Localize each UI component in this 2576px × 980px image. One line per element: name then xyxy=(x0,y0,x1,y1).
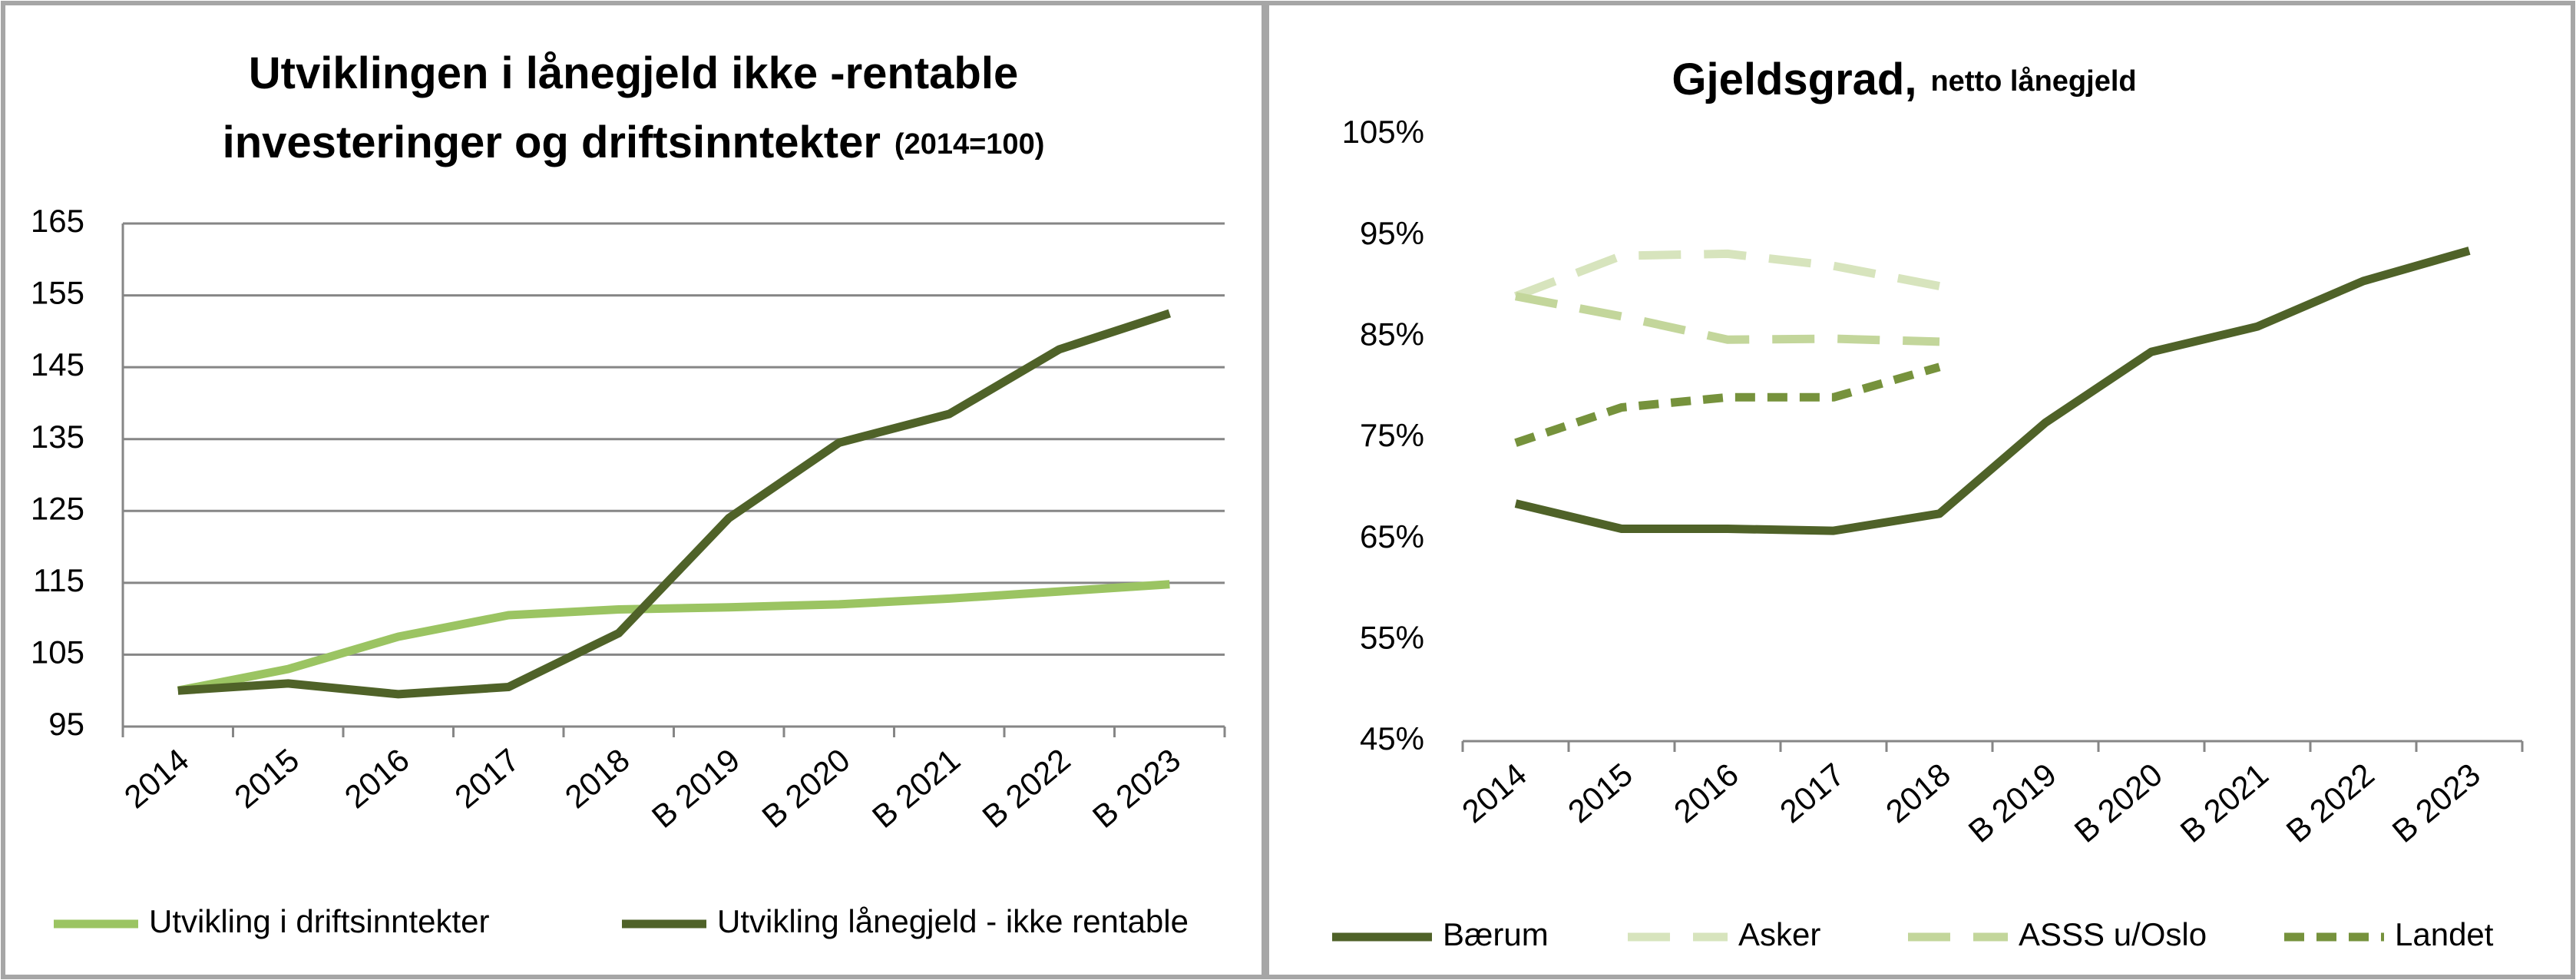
y-tick-label: 95% xyxy=(1360,215,1424,251)
panel-frame xyxy=(1,1,1266,979)
series-line xyxy=(1514,247,2471,535)
panel-frame xyxy=(1265,1,2575,979)
chart-title-line: investeringer og driftsinntekter xyxy=(223,118,881,167)
legend-label: Asker xyxy=(1738,916,1820,952)
legend-label: Utvikling i driftsinntekter xyxy=(149,903,489,939)
chart-title-line: Utviklingen i lånegjeld ikke -rentable xyxy=(249,48,1018,98)
legend-label: Landet xyxy=(2395,916,2494,952)
legend-label: ASSS u/Oslo xyxy=(2019,916,2207,952)
series-line xyxy=(177,309,1172,699)
legend-label: Utvikling lånegjeld - ikke rentable xyxy=(717,903,1189,939)
chart-title: investeringer og driftsinntekter (2014=10… xyxy=(223,118,1045,167)
y-tick-label: 75% xyxy=(1360,417,1424,453)
chart-subtitle: (2014=100) xyxy=(894,128,1044,161)
y-tick-label: 85% xyxy=(1360,316,1424,352)
y-tick-label: 55% xyxy=(1360,619,1424,655)
chart-title-line: Gjeldsgrad, xyxy=(1672,55,1916,104)
y-tick-label: 165 xyxy=(31,203,84,239)
y-tick-label: 105% xyxy=(1342,114,1424,150)
y-tick-label: 45% xyxy=(1360,720,1424,757)
chart-title: Utviklingen i lånegjeld ikke -rentable xyxy=(249,48,1018,98)
series-line xyxy=(1514,292,1940,346)
legend-label: Bærum xyxy=(1443,916,1549,952)
y-tick-label: 145 xyxy=(31,346,84,382)
y-tick-label: 115 xyxy=(33,562,84,598)
y-tick-label: 65% xyxy=(1360,518,1424,555)
chart-title: Gjeldsgrad, netto lånegjeld xyxy=(1672,55,2136,104)
y-tick-label: 95 xyxy=(48,706,84,742)
y-tick-label: 155 xyxy=(31,275,84,311)
series-line xyxy=(1514,363,1941,447)
y-tick-label: 135 xyxy=(31,419,84,455)
chart-subtitle: netto lånegjeld xyxy=(1930,65,2136,98)
y-tick-label: 125 xyxy=(31,490,84,526)
series-line xyxy=(1514,249,1941,300)
series-line xyxy=(177,580,1170,695)
y-tick-label: 105 xyxy=(31,634,84,670)
